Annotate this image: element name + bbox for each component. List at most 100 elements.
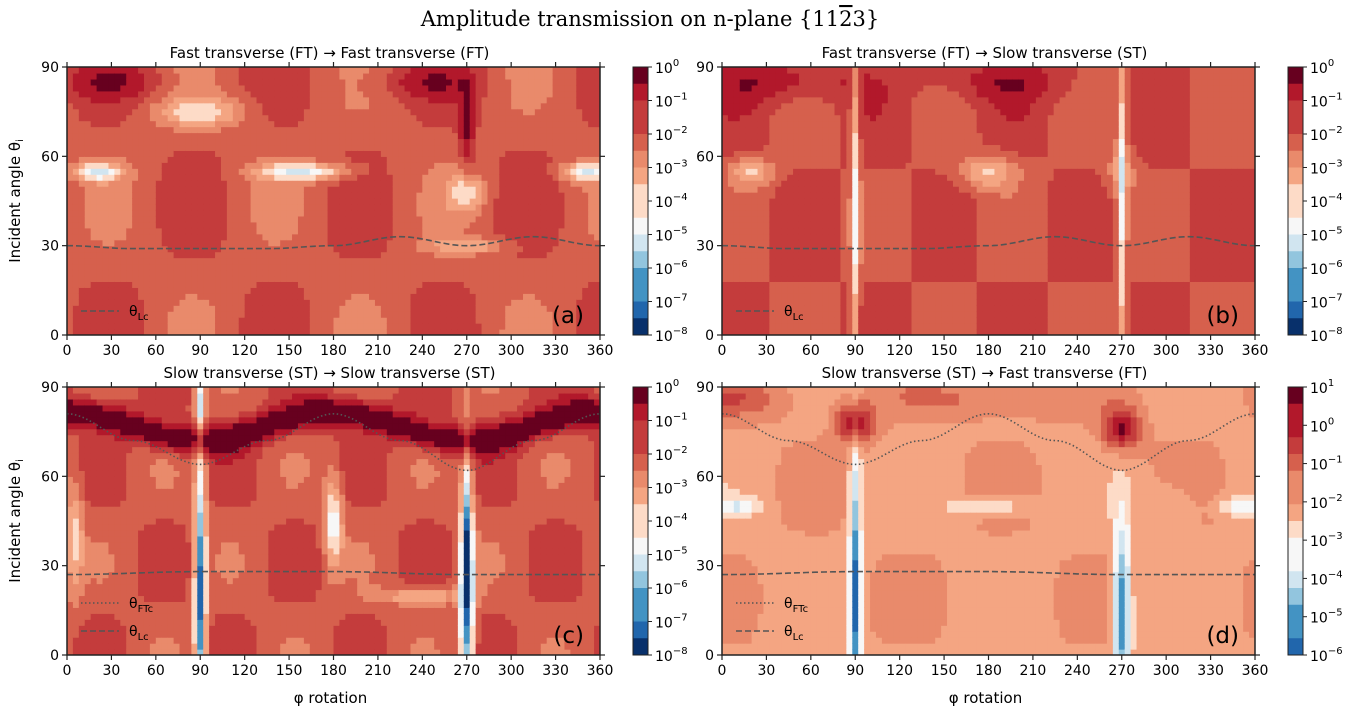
heatmap-cell bbox=[257, 150, 264, 157]
heatmap-cell bbox=[758, 121, 765, 128]
heatmap-cell bbox=[805, 293, 812, 300]
heatmap-cell bbox=[393, 305, 400, 312]
heatmap-cell bbox=[517, 186, 524, 193]
heatmap-cell bbox=[781, 150, 788, 157]
heatmap-cell bbox=[805, 311, 812, 318]
heatmap-cell bbox=[375, 115, 382, 122]
heatmap-cell bbox=[529, 222, 536, 229]
heatmap-cell bbox=[328, 228, 335, 235]
heatmap-cell bbox=[393, 127, 400, 134]
heatmap-cell bbox=[576, 73, 583, 80]
heatmap-cell bbox=[328, 192, 335, 199]
heatmap-cell bbox=[310, 109, 317, 116]
heatmap-cell bbox=[547, 109, 554, 116]
heatmap-cell bbox=[203, 299, 210, 306]
heatmap-cell bbox=[823, 311, 830, 318]
heatmap-cell bbox=[345, 269, 352, 276]
heatmap-cell bbox=[746, 79, 753, 86]
heatmap-cell bbox=[369, 150, 376, 157]
heatmap-cell bbox=[541, 293, 548, 300]
heatmap-cell bbox=[440, 79, 447, 86]
heatmap-cell bbox=[73, 156, 80, 163]
heatmap-cell bbox=[775, 127, 782, 134]
heatmap-cell bbox=[239, 162, 246, 169]
heatmap-cell bbox=[268, 162, 275, 169]
heatmap-cell bbox=[144, 323, 151, 330]
heatmap-cell bbox=[334, 91, 341, 98]
heatmap-cell bbox=[351, 168, 358, 175]
heatmap-cell bbox=[174, 216, 181, 223]
heatmap-cell bbox=[470, 323, 477, 330]
heatmap-cell bbox=[168, 216, 175, 223]
heatmap-cell bbox=[274, 299, 281, 306]
heatmap-cell bbox=[428, 91, 435, 98]
heatmap-cell bbox=[108, 150, 115, 157]
heatmap-cell bbox=[464, 293, 471, 300]
heatmap-cell bbox=[393, 109, 400, 116]
heatmap-cell bbox=[793, 127, 800, 134]
heatmap-cell bbox=[410, 121, 417, 128]
heatmap-cell bbox=[357, 133, 364, 140]
heatmap-cell bbox=[482, 79, 489, 86]
heatmap-cell bbox=[416, 222, 423, 229]
heatmap-cell bbox=[328, 305, 335, 312]
heatmap-cell bbox=[203, 317, 210, 324]
heatmap-cell bbox=[452, 156, 459, 163]
heatmap-cell bbox=[416, 115, 423, 122]
heatmap-cell bbox=[316, 144, 323, 151]
heatmap-cell bbox=[126, 168, 133, 175]
heatmap-cell bbox=[375, 198, 382, 205]
heatmap-cell bbox=[180, 228, 187, 235]
heatmap-cell bbox=[91, 192, 98, 199]
heatmap-cell bbox=[245, 73, 252, 80]
heatmap-cell bbox=[197, 192, 204, 199]
heatmap-cell bbox=[535, 144, 542, 151]
heatmap-cell bbox=[452, 192, 459, 199]
heatmap-cell bbox=[268, 150, 275, 157]
heatmap-cell bbox=[541, 168, 548, 175]
heatmap-cell bbox=[541, 103, 548, 110]
heatmap-cell bbox=[227, 317, 234, 324]
heatmap-cell bbox=[452, 275, 459, 282]
heatmap-cell bbox=[422, 73, 429, 80]
heatmap-cell bbox=[752, 299, 759, 306]
heatmap-cell bbox=[505, 127, 512, 134]
heatmap-cell bbox=[817, 264, 824, 271]
heatmap-cell bbox=[387, 192, 394, 199]
heatmap-cell bbox=[316, 127, 323, 134]
heatmap-cell bbox=[286, 127, 293, 134]
heatmap-cell bbox=[428, 186, 435, 193]
heatmap-cell bbox=[570, 91, 577, 98]
heatmap-cell bbox=[108, 133, 115, 140]
heatmap-cell bbox=[120, 67, 127, 74]
heatmap-cell bbox=[582, 162, 589, 169]
heatmap-cell bbox=[559, 138, 566, 145]
heatmap-cell bbox=[588, 73, 595, 80]
heatmap-cell bbox=[464, 186, 471, 193]
heatmap-cell bbox=[464, 67, 471, 74]
heatmap-cell bbox=[582, 103, 589, 110]
heatmap-cell bbox=[722, 258, 729, 265]
heatmap-cell bbox=[775, 293, 782, 300]
heatmap-cell bbox=[547, 79, 554, 86]
heatmap-cell bbox=[162, 311, 169, 318]
heatmap-cell bbox=[227, 305, 234, 312]
heatmap-cell bbox=[499, 222, 506, 229]
heatmap-cell bbox=[781, 174, 788, 181]
heatmap-cell bbox=[588, 121, 595, 128]
heatmap-cell bbox=[823, 180, 830, 187]
heatmap-cell bbox=[209, 150, 216, 157]
heatmap-cell bbox=[823, 275, 830, 282]
heatmap-cell bbox=[416, 144, 423, 151]
heatmap-cell bbox=[328, 293, 335, 300]
heatmap-cell bbox=[517, 144, 524, 151]
heatmap-cell bbox=[132, 174, 139, 181]
heatmap-cell bbox=[357, 204, 364, 211]
heatmap-cell bbox=[829, 269, 836, 276]
heatmap-cell bbox=[85, 234, 92, 241]
heatmap-cell bbox=[174, 156, 181, 163]
heatmap-cell bbox=[487, 121, 494, 128]
heatmap-cell bbox=[180, 275, 187, 282]
heatmap-cell bbox=[351, 109, 358, 116]
heatmap-cell bbox=[150, 317, 157, 324]
